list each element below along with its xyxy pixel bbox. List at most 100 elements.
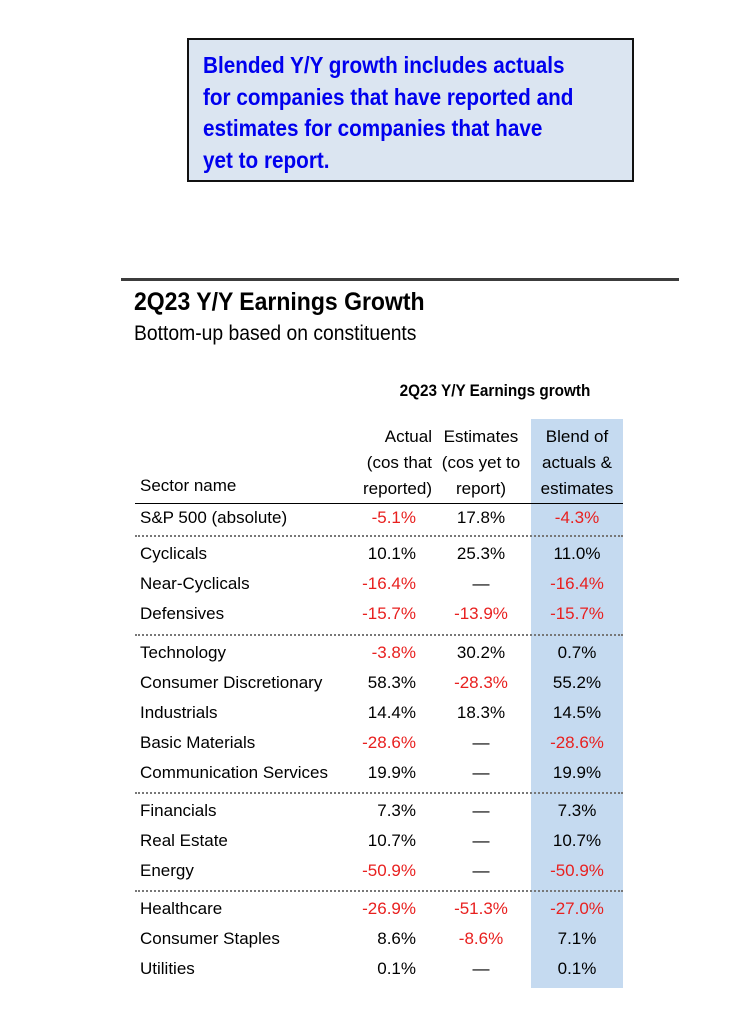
table-row: Technology -3.8% 30.2% 0.7% [0,639,729,669]
estimates-value-cell: 30.2% [456,643,506,662]
blend-value-cell: -16.4% [550,574,604,593]
blend-value-cell: -27.0% [550,899,604,918]
sector-name-cell: Energy [140,861,194,880]
estimates-value-cell: 18.3% [456,703,506,722]
column-header-blend: Blend of actuals & estimates [531,424,623,502]
actual-value-cell: -16.4% [362,574,416,593]
header-line: Actual [384,427,432,446]
title-rule [121,278,679,281]
blend-value-cell: -28.6% [550,733,604,752]
estimates-value-cell: — [472,831,490,850]
column-header-estimates: Estimates (cos yet to report) [434,424,528,502]
table-row: Consumer Staples 8.6% -8.6% 7.1% [0,925,729,955]
table-row: Financials 7.3% — 7.3% [0,797,729,827]
group-separator [135,792,623,794]
estimates-value-cell: — [472,574,490,593]
sector-name-cell: Real Estate [140,831,228,850]
table-row: Cyclicals 10.1% 25.3% 11.0% [0,540,729,570]
table-row: Utilities 0.1% — 0.1% [0,955,729,985]
sector-name-cell: S&P 500 (absolute) [140,508,288,527]
note-line: for companies that have reported and [203,83,574,110]
actual-value-cell: 58.3% [367,673,416,692]
table-row: Real Estate 10.7% — 10.7% [0,827,729,857]
header-line: Blend of [545,427,609,446]
actual-value-cell: -5.1% [371,508,416,527]
actual-value-cell: 10.1% [367,544,416,563]
actual-value-cell: -15.7% [362,604,416,623]
actual-value-cell: -26.9% [362,899,416,918]
estimates-value-cell: — [472,861,490,880]
note-line: Blended Y/Y growth includes actuals [203,52,565,78]
sector-name-cell: Defensives [140,604,225,623]
actual-value-cell: 0.1% [377,959,416,978]
blend-value-cell: -4.3% [554,508,600,527]
column-header-actual: Actual (cos that reported) [344,424,432,502]
page-title: 2Q23 Y/Y Earnings Growth [134,288,425,316]
blend-value-cell: 19.9% [552,763,602,782]
blend-value-cell: 10.7% [552,831,602,850]
blend-value-cell: 0.1% [557,959,597,978]
estimates-value-cell: -51.3% [454,899,508,918]
blend-value-cell: 11.0% [553,544,601,563]
table-row: S&P 500 (absolute) -5.1% 17.8% -4.3% [0,504,729,534]
header-line: estimates [540,479,614,498]
sector-name-cell: Basic Materials [140,733,256,752]
sector-name-cell: Cyclicals [140,544,208,563]
header-line: report) [455,479,507,498]
column-group-title: 2Q23 Y/Y Earnings growth [399,381,591,400]
blend-value-cell: 0.7% [557,643,597,662]
actual-value-cell: -50.9% [362,861,416,880]
table-row: Industrials 14.4% 18.3% 14.5% [0,699,729,729]
page-subtitle: Bottom-up based on constituents [134,322,417,345]
header-line: actuals & [542,453,612,472]
estimates-value-cell: — [472,763,490,782]
sector-name-cell: Near-Cyclicals [140,574,250,593]
sector-name-cell: Technology [140,643,227,662]
blend-value-cell: 7.1% [557,929,597,948]
sector-name-cell: Financials [140,801,217,820]
actual-value-cell: 14.4% [367,703,416,722]
sector-name-cell: Industrials [140,703,218,722]
table-row: Communication Services 19.9% — 19.9% [0,759,729,789]
table-row: Energy -50.9% — -50.9% [0,857,729,887]
header-rule [135,503,623,504]
estimates-value-cell: -28.3% [454,673,508,692]
header-line: (cos yet to [441,453,521,472]
group-separator [135,634,623,636]
table-row: Defensives -15.7% -13.9% -15.7% [0,600,729,630]
blend-value-cell: 14.5% [552,703,602,722]
table-row: Basic Materials -28.6% — -28.6% [0,729,729,759]
blend-value-cell: -15.7% [550,604,604,623]
table-row: Near-Cyclicals -16.4% — -16.4% [0,570,729,600]
actual-value-cell: 10.7% [367,831,416,850]
blend-value-cell: 7.3% [557,801,597,820]
estimates-value-cell: — [472,733,490,752]
table-row: Consumer Discretionary 58.3% -28.3% 55.2% [0,669,729,699]
estimates-value-cell: -8.6% [458,929,504,948]
note-line: estimates for companies that have [203,115,543,141]
group-separator [135,890,623,892]
estimates-value-cell: — [472,801,490,820]
actual-value-cell: 19.9% [367,763,416,782]
actual-value-cell: 7.3% [377,801,416,820]
estimates-value-cell: 25.3% [456,544,506,563]
sector-name-cell: Utilities [140,959,195,978]
info-note-box: Blended Y/Y growth includes actuals for … [187,38,634,182]
sector-name-cell: Consumer Discretionary [140,673,323,692]
actual-value-cell: -28.6% [362,733,416,752]
header-line: (cos that [366,453,432,472]
actual-value-cell: -3.8% [371,643,416,662]
info-note-text: Blended Y/Y growth includes actuals for … [203,50,617,176]
blend-column-highlight [531,419,623,988]
blend-value-cell: -50.9% [550,861,604,880]
actual-value-cell: 8.6% [377,929,416,948]
sector-name-cell: Consumer Staples [140,929,280,948]
group-separator [135,535,623,537]
note-line: yet to report. [203,146,330,173]
header-line: reported) [363,479,432,498]
estimates-value-cell: -13.9% [454,604,508,623]
estimates-value-cell: 17.8% [456,508,506,527]
header-line: Estimates [443,427,519,446]
column-header-sector: Sector name [140,476,237,495]
table-row: Healthcare -26.9% -51.3% -27.0% [0,895,729,925]
